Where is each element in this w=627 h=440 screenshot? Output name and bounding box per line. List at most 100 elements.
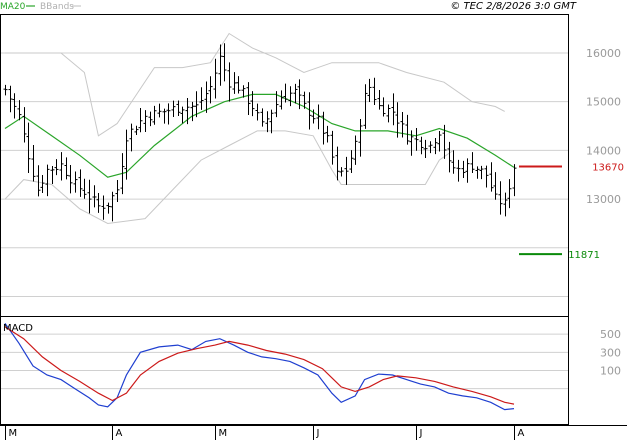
ohlc-bar bbox=[171, 100, 176, 118]
ohlc-bar bbox=[503, 192, 508, 217]
ohlc-bar bbox=[194, 91, 199, 118]
ohlc-bar bbox=[236, 76, 241, 94]
ohlc-bar bbox=[40, 175, 45, 194]
ohlc-bar bbox=[321, 111, 326, 145]
price-y-tick-label: 15000 bbox=[586, 96, 621, 109]
ohlc-bar bbox=[176, 100, 181, 117]
ohlc-bar bbox=[87, 179, 92, 214]
ohlc-bar bbox=[358, 118, 363, 157]
ohlc-bar bbox=[96, 193, 101, 213]
macd-y-tick-label: 300 bbox=[600, 346, 621, 359]
ohlc-bar bbox=[507, 179, 512, 209]
ohlc-bars bbox=[3, 43, 517, 222]
price-y-tick-label: 13000 bbox=[586, 193, 621, 206]
last-price-label: 13670 bbox=[592, 162, 624, 173]
macd-y-tick-label: 100 bbox=[600, 365, 621, 378]
x-tick-label: M bbox=[9, 428, 18, 439]
ohlc-bar bbox=[269, 109, 274, 134]
ohlc-bar bbox=[36, 165, 41, 197]
ohlc-bar bbox=[465, 158, 470, 183]
ohlc-bar bbox=[456, 159, 461, 182]
ohlc-bar bbox=[391, 93, 396, 126]
ohlc-bar bbox=[22, 107, 27, 143]
ohlc-bar bbox=[330, 130, 335, 165]
ohlc-bar bbox=[73, 171, 78, 193]
ohlc-bar bbox=[377, 89, 382, 110]
ohlc-bar bbox=[227, 62, 232, 102]
price-levels: 13670 11871 bbox=[519, 162, 624, 261]
ohlc-bar bbox=[222, 43, 227, 82]
ohlc-bar bbox=[106, 202, 111, 214]
ohlc-bar bbox=[447, 141, 452, 173]
macd-title: MACD bbox=[3, 323, 33, 334]
price-panel bbox=[0, 14, 569, 317]
ohlc-bar bbox=[288, 86, 293, 107]
ohlc-bar bbox=[442, 124, 447, 159]
ohlc-bar bbox=[307, 92, 312, 130]
ohlc-bar bbox=[12, 93, 17, 119]
ohlc-bar bbox=[489, 162, 494, 192]
price-y-tick-label: 14000 bbox=[586, 144, 621, 157]
macd-y-tick-label: 500 bbox=[600, 328, 621, 341]
macd-line bbox=[4, 322, 515, 411]
ohlc-bar bbox=[395, 102, 400, 138]
ohlc-bar bbox=[157, 103, 162, 118]
ohlc-bar bbox=[475, 166, 480, 179]
legend-bbands: BBands bbox=[40, 2, 74, 12]
ohlc-bar bbox=[213, 58, 218, 99]
ohlc-bar bbox=[101, 195, 106, 220]
ohlc-bar bbox=[283, 83, 288, 103]
ohlc-bar bbox=[82, 178, 87, 199]
macd-lines bbox=[4, 322, 515, 411]
ohlc-bar bbox=[339, 167, 344, 177]
legend-ma20: MA20 bbox=[0, 2, 26, 12]
ohlc-bar bbox=[115, 180, 120, 202]
ohlc-bar bbox=[26, 122, 31, 173]
ohlc-bar bbox=[59, 152, 64, 181]
price-grid: 16000 15000 14000 13000 bbox=[1, 47, 621, 298]
ohlc-bar bbox=[428, 141, 433, 154]
ohlc-bar bbox=[493, 172, 498, 200]
ohlc-bar bbox=[3, 84, 8, 96]
macd-grid: 500 300 100 bbox=[1, 328, 621, 390]
ohlc-bar bbox=[8, 85, 13, 113]
ohlc-bar bbox=[110, 191, 115, 222]
ohlc-bar bbox=[255, 103, 260, 121]
ohlc-bar bbox=[162, 108, 167, 124]
ohlc-bar bbox=[274, 91, 279, 118]
ohlc-bar bbox=[470, 152, 475, 173]
bb-upper-line bbox=[5, 32, 505, 137]
x-tick-label: J bbox=[419, 428, 423, 439]
ohlc-bar bbox=[50, 165, 55, 184]
x-tick-label: J bbox=[316, 428, 320, 439]
ohlc-bar bbox=[349, 150, 354, 173]
ohlc-bar bbox=[31, 144, 36, 182]
ohlc-bar bbox=[134, 125, 139, 136]
ma20-line bbox=[4, 93, 515, 178]
ohlc-bar bbox=[17, 100, 22, 121]
ohlc-bar bbox=[316, 104, 321, 130]
ohlc-bar bbox=[405, 114, 410, 145]
ohlc-bar bbox=[461, 160, 466, 179]
ohlc-bar bbox=[325, 125, 330, 143]
ohlc-bar bbox=[185, 97, 190, 125]
ohlc-bar bbox=[293, 83, 298, 104]
ohlc-bar bbox=[279, 90, 284, 110]
ohlc-bar bbox=[367, 78, 372, 102]
ohlc-bar bbox=[400, 112, 405, 138]
ohlc-bar bbox=[124, 129, 129, 180]
ohlc-bar bbox=[302, 91, 307, 109]
ohlc-bar bbox=[54, 159, 59, 176]
ohlc-bar bbox=[414, 128, 419, 151]
ohlc-bar bbox=[372, 77, 377, 106]
ohlc-bar bbox=[265, 111, 270, 133]
ohlc-bar bbox=[512, 164, 517, 197]
ohlc-bar bbox=[208, 76, 213, 104]
ohlc-bar bbox=[246, 82, 251, 116]
ohlc-bar bbox=[423, 139, 428, 159]
ohlc-bar bbox=[250, 91, 255, 117]
ohlc-bar bbox=[120, 153, 125, 195]
ohlc-bar bbox=[190, 101, 195, 122]
